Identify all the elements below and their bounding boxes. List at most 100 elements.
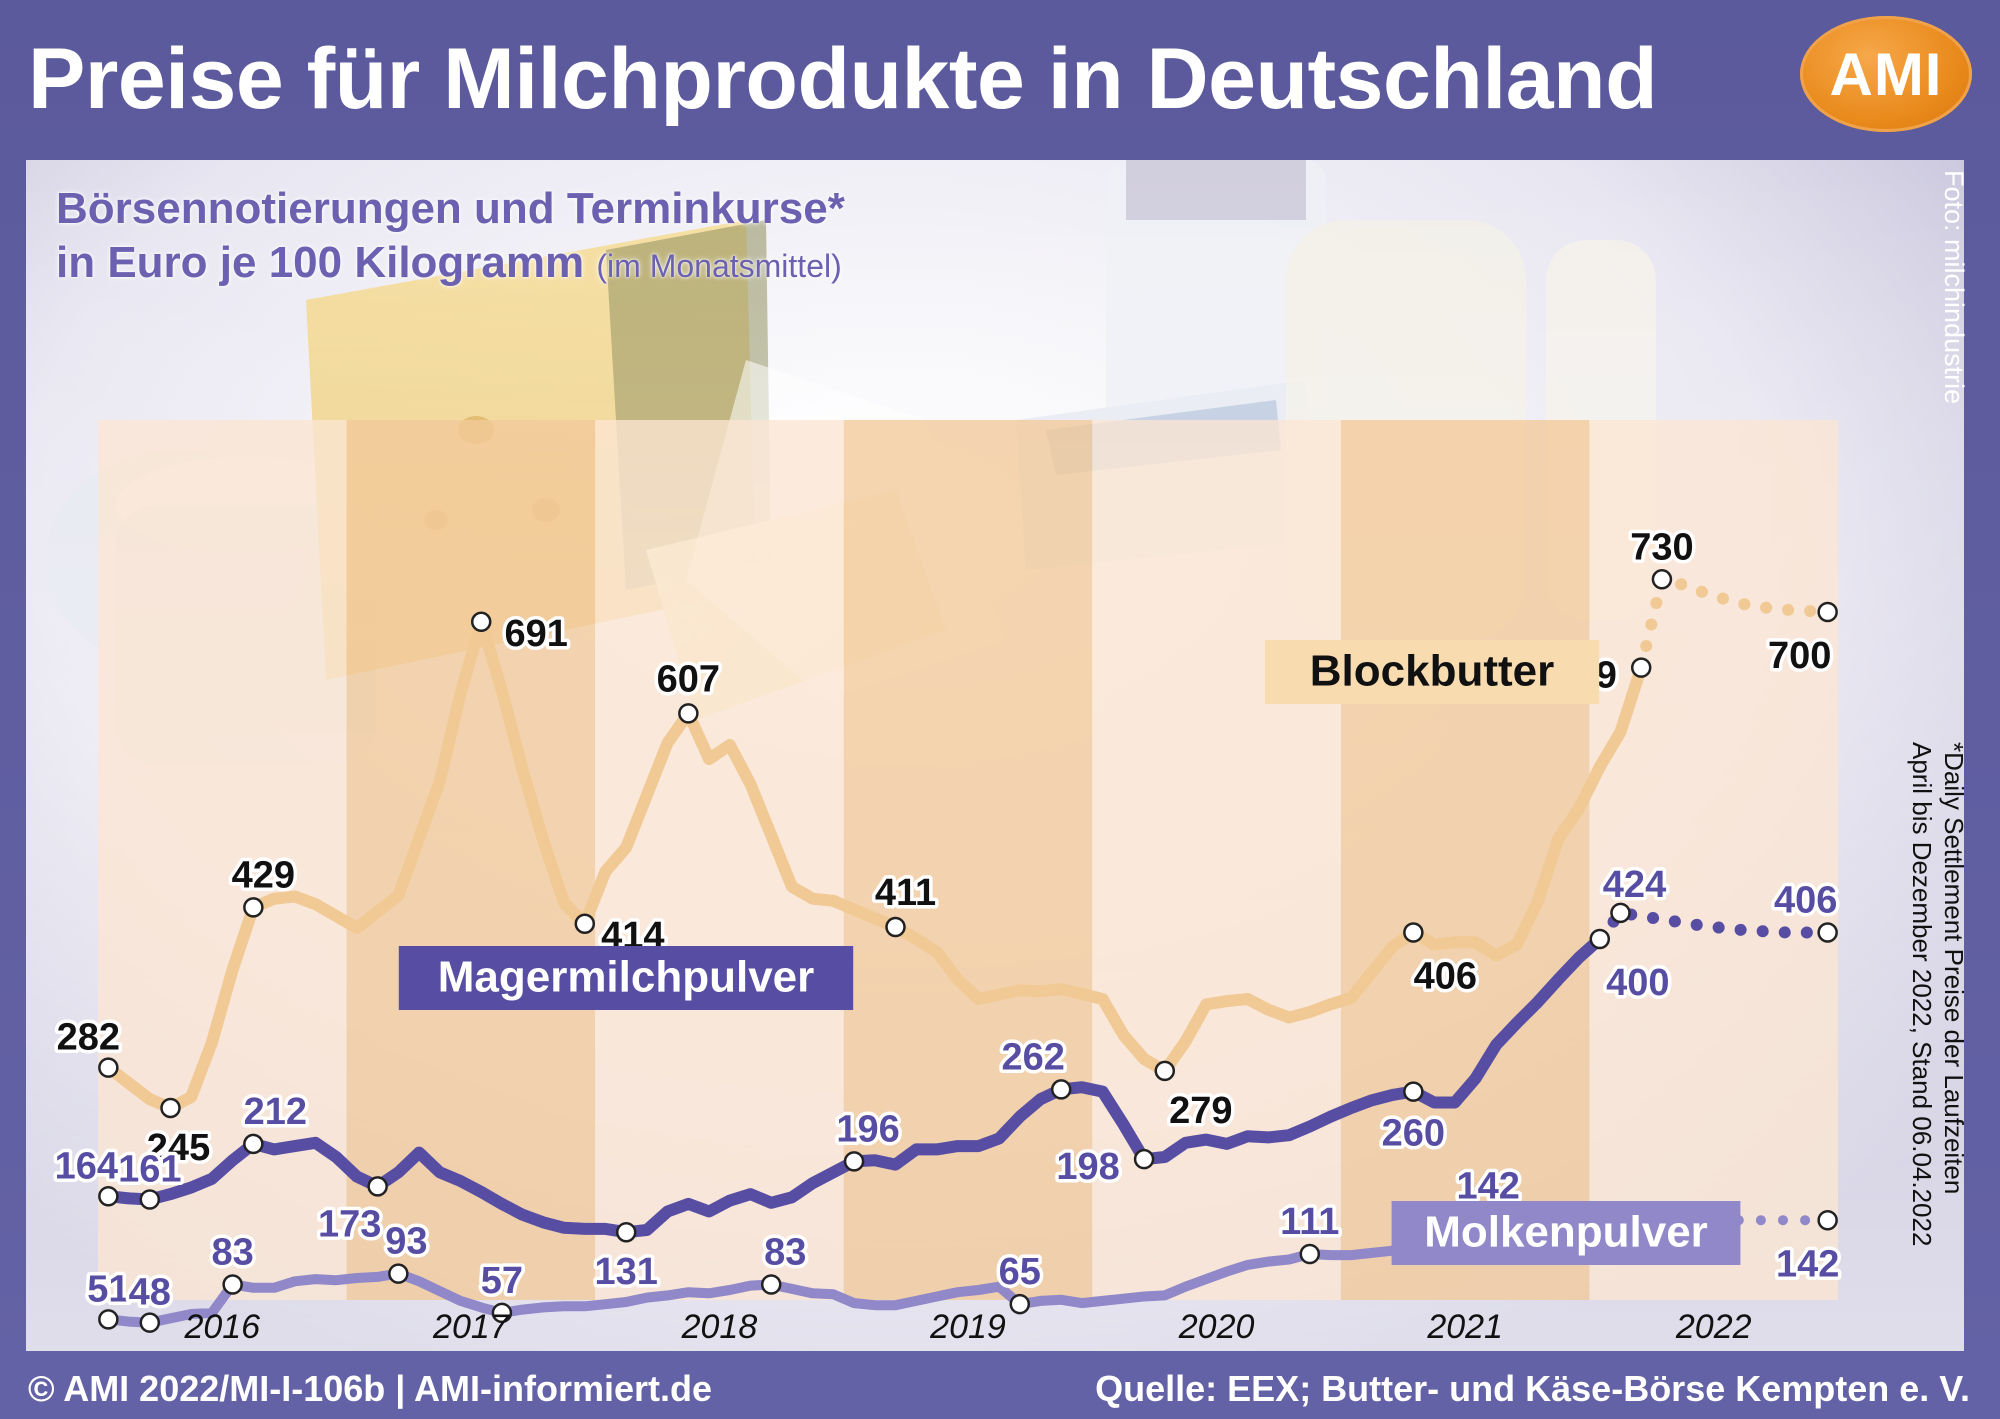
data-point-molkenpulver-2017-08 [491, 1302, 513, 1324]
data-label-blockbutter-2016-08: 429 [232, 854, 295, 896]
data-point-molkenpulver-2019-09 [1009, 1293, 1031, 1315]
year-band-2018 [595, 420, 844, 1300]
legend-layer: Blockbutter Magermilchpulver Molkenpulver [398, 640, 1741, 1265]
data-point-magermilchpulver-2016-08 [243, 1133, 264, 1155]
data-point-molkenpulver-2022-12 [1817, 1209, 1838, 1231]
data-label-blockbutter-2019-03: 411 [875, 872, 936, 914]
data-point-blockbutter-2017-07 [470, 611, 492, 633]
data-label-blockbutter-2018-05: 607 [657, 658, 720, 700]
data-label-blockbutter-2017-07: 691 [505, 613, 568, 655]
plot-area: 2822454296914146074112794066497307001641… [26, 160, 1964, 1351]
footnote-line-2: April bis Dezember 2022, Stand 06.04.202… [1907, 742, 1937, 1247]
data-point-magermilchpulver-2016-03 [139, 1189, 161, 1210]
data-label-blockbutter-2021-04: 406 [1414, 955, 1477, 997]
data-label-blockbutter-2016-04: 245 [147, 1127, 210, 1169]
data-label-blockbutter-2022-12: 700 [1768, 635, 1831, 677]
data-point-blockbutter-2022-12 [1817, 601, 1838, 623]
legend-label-blockbutter: Blockbutter [1310, 647, 1554, 696]
data-label-magermilchpulver-2018-02: 131 [595, 1251, 658, 1293]
year-band-2020 [1092, 420, 1341, 1300]
data-point-molkenpulver-2018-09 [760, 1274, 782, 1295]
year-band-2017 [346, 420, 596, 1300]
data-point-blockbutter-2016-01 [98, 1057, 119, 1078]
data-point-magermilchpulver-2022-01 [1589, 928, 1611, 950]
x-tick-label-2016: 2016 [183, 1308, 260, 1346]
x-tick-label-2018: 2018 [681, 1308, 758, 1346]
subtitle-note: (im Monatsmittel) [596, 248, 842, 284]
data-label-magermilchpulver-2019-11: 262 [1002, 1036, 1065, 1078]
data-label-magermilchpulver-2016-08: 212 [244, 1091, 307, 1133]
data-point-magermilchpulver-2018-02 [615, 1221, 637, 1243]
subtitle-line-2: in Euro je 100 Kilogramm (im Monatsmitte… [56, 236, 845, 293]
data-label-magermilchpulver-2016-03: 161 [118, 1149, 181, 1191]
point-layer [98, 569, 1838, 1333]
data-point-blockbutter-2021-04 [1403, 922, 1424, 943]
data-label-molkenpulver-2016-01: 51 [87, 1268, 129, 1310]
data-label-molkenpulver-2016-07: 83 [212, 1232, 254, 1274]
data-label-molkenpulver-2018-09: 83 [764, 1232, 806, 1274]
data-point-magermilchpulver-2022-02 [1610, 902, 1631, 924]
series-line-molkenpulver [103, 1215, 1502, 1328]
data-point-molkenpulver-2016-07 [222, 1274, 243, 1295]
subtitle-line-1: Börsennotierungen und Terminkurse* [56, 184, 845, 233]
photo-credit: Foto: milchindustrie [1939, 170, 1969, 405]
data-label-molkenpulver-2017-08: 57 [481, 1260, 523, 1302]
ami-logo: AMI [1800, 16, 1972, 132]
data-label-molkenpulver-2020-11: 111 [1280, 1201, 1339, 1243]
x-tick-label-2017: 2017 [432, 1308, 510, 1346]
footnote-line-1: *Daily Settlement Preise der Laufzeiten [1939, 742, 1969, 1195]
data-label-molkenpulver-2017-03: 93 [385, 1221, 427, 1263]
x-tick-label-2020: 2020 [1178, 1308, 1255, 1346]
year-band-2016 [98, 420, 347, 1300]
data-point-magermilchpulver-2020-03 [1133, 1148, 1155, 1170]
data-label-blockbutter-2022-04: 730 [1630, 526, 1693, 568]
data-point-blockbutter-2016-04 [160, 1097, 181, 1119]
data-label-magermilchpulver-2022-12: 406 [1774, 879, 1837, 921]
data-point-blockbutter-2018-05 [678, 703, 699, 724]
data-label-molkenpulver-2016-03: 48 [129, 1272, 171, 1314]
data-label-molkenpulver-2021-08: 142 [1457, 1165, 1520, 1207]
data-label-magermilchpulver-2017-02: 173 [318, 1203, 381, 1245]
x-tick-label-2022: 2022 [1675, 1308, 1752, 1346]
data-label-magermilchpulver-2020-03: 198 [1056, 1146, 1119, 1188]
data-label-magermilchpulver-2022-01: 400 [1606, 962, 1669, 1004]
data-point-molkenpulver-2016-01 [98, 1309, 119, 1330]
source-footer: Quelle: EEX; Butter- und Käse-Börse Kemp… [1095, 1368, 1970, 1409]
data-label-magermilchpulver-2019-01: 196 [836, 1108, 899, 1150]
data-point-blockbutter-2022-03 [1630, 657, 1652, 678]
x-axis: 2016 2017 2018 2019 2020 2021 2022 [183, 1308, 1751, 1346]
label-layer: 2822454296914146074112794066497307001641… [51, 523, 1843, 1317]
legend-box-magermilchpulver [398, 946, 854, 1010]
data-point-blockbutter-2016-08 [243, 897, 264, 918]
data-label-blockbutter-2020-04: 279 [1169, 1090, 1232, 1132]
data-point-magermilchpulver-2019-11 [1050, 1079, 1072, 1100]
page-title: Preise für Milchprodukte in Deutschland [28, 31, 1658, 127]
year-band-2019 [843, 420, 1093, 1300]
data-point-blockbutter-2019-03 [885, 916, 906, 938]
year-bands [98, 420, 1838, 1300]
data-label-magermilchpulver-2021-04: 260 [1382, 1113, 1445, 1155]
x-tick-label-2019: 2019 [929, 1308, 1006, 1346]
series-forecast-magermilchpulver [1593, 906, 1834, 945]
data-point-magermilchpulver-2019-01 [843, 1151, 865, 1172]
data-point-magermilchpulver-2016-01 [98, 1185, 119, 1207]
data-point-molkenpulver-2016-03 [139, 1312, 161, 1333]
data-point-molkenpulver-2017-03 [388, 1263, 409, 1284]
footnote: *Daily Settlement Preise der Laufzeiten … [1906, 742, 1970, 1292]
chart-subtitle: Börsennotierungen und Terminkurse* in Eu… [56, 182, 845, 293]
copyright-footer: © AMI 2022/MI-I-106b | AMI-informiert.de [28, 1368, 713, 1409]
legend-box-molkenpulver [1391, 1201, 1741, 1265]
x-tick-label-2021: 2021 [1426, 1308, 1503, 1346]
header: Preise für Milchprodukte in Deutschland … [0, 0, 2000, 160]
data-label-magermilchpulver-2022-02: 424 [1603, 864, 1666, 906]
data-point-magermilchpulver-2017-02 [367, 1176, 388, 1197]
subtitle-unit: in Euro je 100 Kilogramm [56, 238, 585, 287]
data-label-magermilchpulver-2016-01: 164 [55, 1145, 118, 1187]
legend-label-molkenpulver: Molkenpulver [1424, 1208, 1708, 1257]
legend-box-blockbutter [1264, 640, 1600, 704]
data-point-magermilchpulver-2022-12 [1817, 922, 1838, 943]
data-label-molkenpulver-2022-12: 142 [1776, 1243, 1839, 1285]
data-point-blockbutter-2020-04 [1154, 1060, 1176, 1082]
year-band-2022 [1589, 420, 1838, 1300]
